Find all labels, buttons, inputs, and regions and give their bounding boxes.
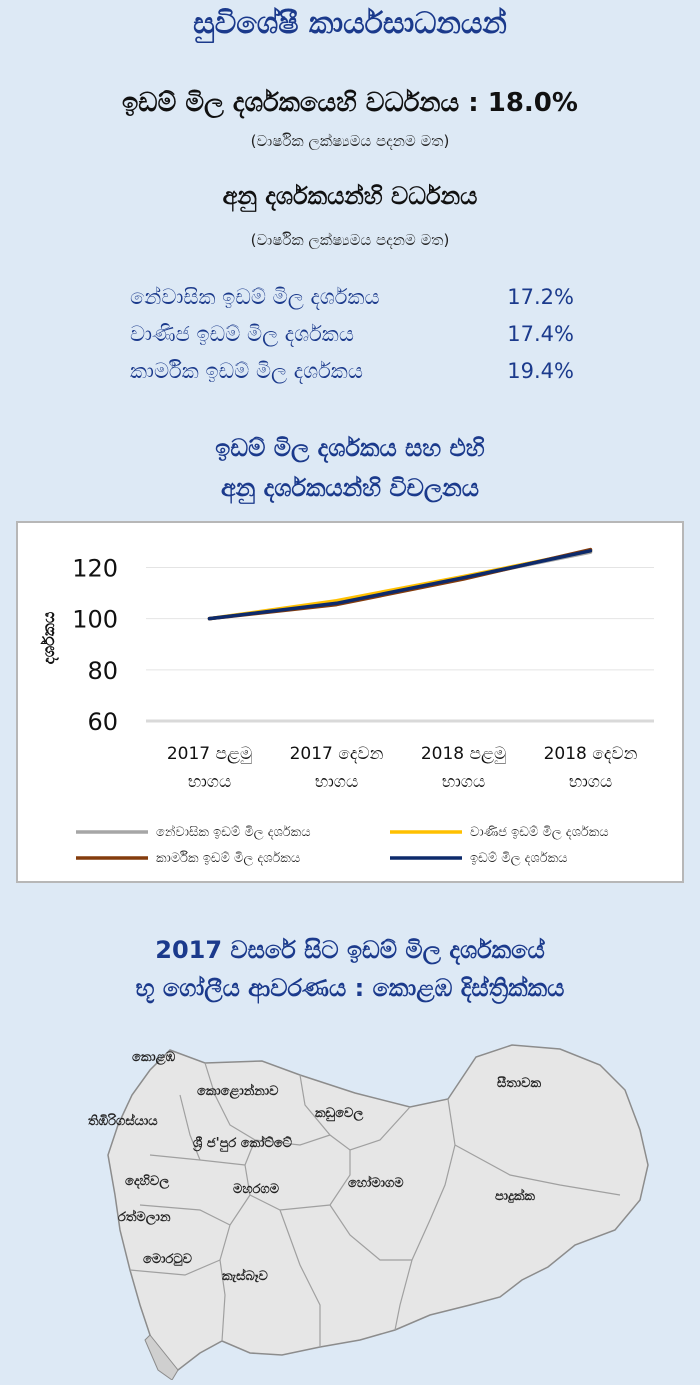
map-label: කොළඹ bbox=[132, 1050, 176, 1066]
y-tick-label: 80 bbox=[87, 657, 118, 685]
map-label: මොරටුව bbox=[143, 1252, 193, 1267]
map-title-line2: භූ ගෝලීය ආවරණය : කොළඹ දිස්ත්‍රික්කය bbox=[135, 974, 565, 1002]
headline-note: (වාර්ෂික ලක්ෂ්‍යමය පදනම මත) bbox=[250, 132, 450, 150]
sub-index-row-residential: නේවාසික ඉඩම් මිල දර්ශකය 17.2% bbox=[130, 285, 590, 321]
page-title: සුවිශේෂී කාර්යසාධනයන් bbox=[193, 6, 507, 41]
y-tick-label: 100 bbox=[72, 606, 118, 634]
y-tick-label: 120 bbox=[72, 554, 118, 582]
x-tick-label: 2018 දෙවන bbox=[544, 744, 638, 764]
chart-panel: 60 80 100 120 දර්ශකය 2017 පළමු භාගය 2017 දෙවන භා… bbox=[16, 521, 684, 883]
x-tick-label: භාගය bbox=[315, 772, 358, 792]
x-tick-label: භාගය bbox=[569, 772, 612, 792]
x-tick-label: භාගය bbox=[188, 772, 231, 792]
sub-indices-note: (වාර්ෂික ලක්ෂ්‍යමය පදනම මත) bbox=[250, 231, 450, 249]
x-tick-label: 2017 දෙවන bbox=[290, 744, 384, 764]
x-tick-label: 2017 පළමු bbox=[167, 744, 252, 764]
map-label: සීතාවක bbox=[497, 1075, 542, 1091]
legend-label: නේවාසික ඉඩම් මිල දර්ශකය bbox=[156, 824, 311, 840]
map-label: කොළොන්නාව bbox=[197, 1082, 279, 1100]
series-line bbox=[207, 549, 593, 621]
legend-label: ඉඩම් මිල දර්ශකය bbox=[470, 850, 567, 866]
coast-strip bbox=[144, 1334, 179, 1380]
sub-index-row-commercial: වාණිජ ඉඩම් මිල දර්ශකය 17.4% bbox=[130, 322, 590, 358]
map-label: කඩුවෙල bbox=[315, 1106, 363, 1122]
sub-index-label: නේවාසික ඉඩම් මිල දර්ශකය bbox=[130, 285, 380, 309]
chart-title-line1: ඉඩම් මිල දර්ශකය සහ එහි bbox=[215, 434, 485, 462]
sub-index-value: 19.4% bbox=[507, 359, 574, 383]
map-label: මහරගම bbox=[233, 1182, 280, 1197]
sub-indices-heading: අනු දර්ශකයන්හි වර්ධනය bbox=[222, 182, 478, 210]
line-chart: 60 80 100 120 දර්ශකය 2017 පළමු භාගය 2017 දෙවන භා… bbox=[39, 547, 654, 866]
headline: ඉඩම් මිල දර්ශකයෙහි වර්ධනය : 18.0% bbox=[0, 88, 700, 119]
map-label: තිඹිරිගස්යාය bbox=[88, 1112, 158, 1129]
y-tick-label: 60 bbox=[87, 708, 118, 736]
map-label: දෙහිවල bbox=[125, 1173, 169, 1190]
legend-label: කාර්මික ඉඩම් මිල දර්ශකය bbox=[156, 850, 300, 866]
series-line bbox=[207, 547, 593, 621]
headline-value: 18.0% bbox=[487, 88, 578, 118]
sub-index-label: වාණිජ ඉඩම් මිල දර්ශකය bbox=[130, 322, 354, 346]
chart-title-line2: අනු දර්ශකයන්හි විචලනය bbox=[221, 474, 479, 502]
sub-index-label: කාර්මික ඉඩම් මිල දර්ශකය bbox=[130, 359, 363, 383]
colombo-district-map: කොළඹ කොළොන්නාව කඩුවෙල සීතාවක තිඹිරිගස්යා… bbox=[88, 1044, 649, 1380]
map-label: ශ්‍රී ජ'පුර කෝට්ටේ bbox=[192, 1134, 292, 1152]
sub-index-value: 17.4% bbox=[507, 322, 574, 346]
sub-index-value: 17.2% bbox=[507, 285, 574, 309]
legend-label: වාණිජ ඉඩම් මිල දර්ශකය bbox=[470, 824, 609, 840]
sub-index-row-industrial: කාර්මික ඉඩම් මිල දර්ශකය 19.4% bbox=[130, 359, 590, 395]
district-outline bbox=[107, 1044, 649, 1371]
map-label: හෝමාගම bbox=[348, 1174, 404, 1191]
map-label: පාදුක්ක bbox=[495, 1187, 535, 1204]
x-tick-label: භාගය bbox=[442, 772, 485, 792]
headline-label: ඉඩම් මිල දර්ශකයෙහි වර්ධනය : bbox=[122, 88, 488, 118]
map-label: කැස්බෑව bbox=[222, 1267, 268, 1284]
x-tick-label: 2018 පළමු bbox=[421, 744, 506, 764]
y-axis-label: දර්ශකය bbox=[39, 611, 59, 664]
map-label: රත්මලාන bbox=[118, 1208, 171, 1226]
map-title-line1: 2017 වසරේ සිට ඉඩම් මිල දර්ශකයේ bbox=[155, 936, 545, 964]
